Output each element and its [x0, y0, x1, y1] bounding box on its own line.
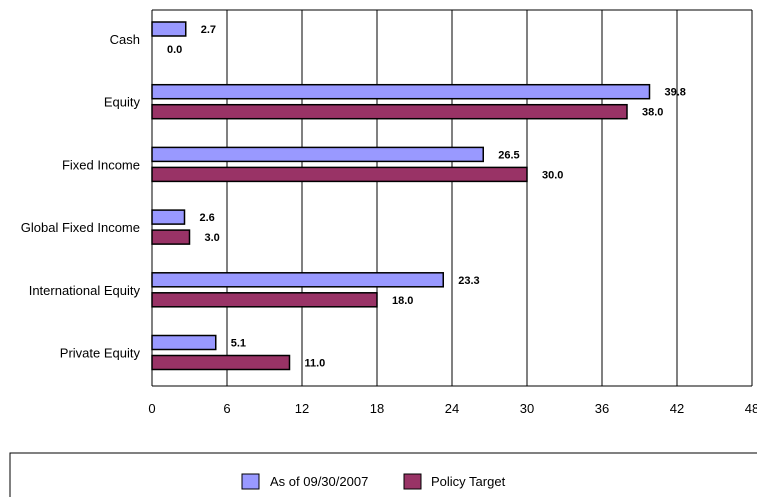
- bar-international-equity-policy-target: [151, 292, 378, 308]
- data-label-international-equity-policy-target: 18.0: [392, 295, 413, 307]
- bar-cash-as-of-09-30-2007: [151, 21, 187, 37]
- category-label-equity: Equity: [104, 95, 141, 110]
- category-label-cash: Cash: [110, 32, 140, 47]
- legend-label-as-of: As of 09/30/2007: [270, 474, 368, 489]
- bar-private-equity-policy-target: [151, 354, 291, 371]
- data-label-global-fixed-income-policy-target: 3.0: [205, 232, 220, 244]
- bar-equity-policy-target: [151, 103, 628, 120]
- data-label-fixed-income-as-of-09-30-2007: 26.5: [498, 149, 519, 161]
- data-label-global-fixed-income-as-of-09-30-2007: 2.6: [200, 212, 215, 224]
- bars: [151, 21, 651, 371]
- category-label-private-equity: Private Equity: [60, 346, 141, 361]
- x-tick-48: 48: [745, 401, 757, 416]
- data-label-fixed-income-policy-target: 30.0: [542, 169, 563, 181]
- bar-fixed-income-policy-target: [151, 166, 528, 183]
- category-label-international-equity: International Equity: [29, 283, 141, 298]
- data-label-private-equity-policy-target: 11.0: [305, 358, 326, 370]
- legend-label-policy-target: Policy Target: [431, 474, 506, 489]
- x-tick-18: 18: [370, 401, 384, 416]
- legend-frame: [9, 452, 757, 497]
- data-labels: 2.7 0.0 39.838.0 26.5 30.0 2.6 3.0 23.3 18.0 5.1 1…: [167, 24, 686, 370]
- legend-swatch-policy-target: [403, 473, 422, 490]
- category-label-fixed-income: Fixed Income: [62, 157, 140, 172]
- x-tick-30: 30: [520, 401, 534, 416]
- x-tick-6: 6: [223, 401, 230, 416]
- bar-private-equity-as-of-09-30-2007: [151, 334, 217, 351]
- legend-swatch-as-of: [241, 473, 260, 490]
- gridlines: [151, 9, 753, 387]
- data-label-international-equity-as-of-09-30-2007: 23.3: [458, 275, 479, 287]
- x-tick-24: 24: [445, 401, 459, 416]
- x-tick-12: 12: [295, 401, 309, 416]
- bar-international-equity-as-of-09-30-2007: [151, 272, 444, 288]
- tick-labels: 0 6 12 18 24 30 36 42 48: [148, 401, 757, 416]
- x-tick-36: 36: [595, 401, 609, 416]
- data-label-private-equity-as-of-09-30-2007: 5.1: [231, 338, 246, 350]
- x-tick-42: 42: [670, 401, 684, 416]
- data-label-cash-policy-target: 0.0: [167, 44, 182, 56]
- category-label-global-fixed-income: Global Fixed Income: [21, 220, 140, 235]
- bar-fixed-income-as-of-09-30-2007: [151, 146, 484, 163]
- bar-equity-as-of-09-30-2007: [151, 83, 651, 100]
- data-label-equity-policy-target: 38.0: [642, 107, 663, 119]
- bar-global-fixed-income-policy-target: [151, 229, 191, 245]
- bar-global-fixed-income-as-of-09-30-2007: [151, 209, 186, 225]
- category-labels: Cash Equity Fixed Income Global Fixed Incom…: [21, 32, 141, 361]
- x-tick-0: 0: [148, 401, 155, 416]
- data-label-equity-as-of-09-30-2007: 39.8: [665, 87, 686, 99]
- legend: As of 09/30/2007 Policy Target: [9, 452, 757, 497]
- data-label-cash-as-of-09-30-2007: 2.7: [201, 24, 216, 36]
